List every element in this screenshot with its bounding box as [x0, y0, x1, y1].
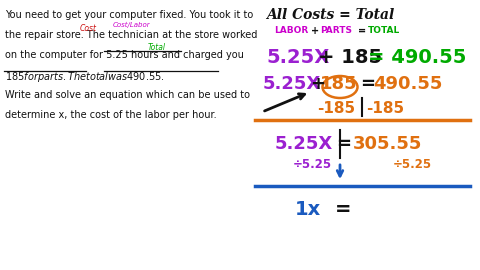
Text: 5.25X: 5.25X	[263, 75, 321, 93]
Text: on the computer for 5.25 hours and charged you: on the computer for 5.25 hours and charg…	[5, 50, 244, 60]
Text: Cost: Cost	[80, 24, 97, 33]
Text: Cost/Labor: Cost/Labor	[113, 22, 151, 28]
Text: ÷5.25: ÷5.25	[393, 158, 432, 171]
Text: =: =	[360, 75, 375, 93]
Text: the repair store. The technician at the store worked: the repair store. The technician at the …	[5, 30, 257, 40]
Text: 5.25X: 5.25X	[266, 48, 329, 67]
Text: 1x: 1x	[295, 200, 321, 219]
Text: 305.55: 305.55	[353, 135, 422, 153]
Text: LABOR: LABOR	[274, 26, 308, 35]
Text: Total: Total	[148, 43, 166, 52]
Text: $185 for parts. The total was $490.55.: $185 for parts. The total was $490.55.	[5, 70, 165, 84]
Text: 490.55: 490.55	[373, 75, 443, 93]
Text: ÷5.25: ÷5.25	[293, 158, 332, 171]
Text: -185: -185	[366, 101, 404, 116]
Text: TOTAL: TOTAL	[368, 26, 400, 35]
Text: =: =	[335, 200, 351, 219]
Text: =: =	[336, 135, 351, 153]
Text: =: =	[358, 26, 366, 36]
Text: = 490.55: = 490.55	[368, 48, 467, 67]
Text: 185: 185	[320, 75, 358, 93]
Text: Write and solve an equation which can be used to: Write and solve an equation which can be…	[5, 90, 250, 100]
Text: + 185: + 185	[318, 48, 382, 67]
Text: All Costs = Total: All Costs = Total	[266, 8, 394, 22]
Text: +: +	[311, 26, 319, 36]
Text: PARTS: PARTS	[320, 26, 352, 35]
Text: 5.25X: 5.25X	[275, 135, 333, 153]
Text: -185: -185	[317, 101, 355, 116]
Text: determine x, the cost of the labor per hour.: determine x, the cost of the labor per h…	[5, 110, 216, 120]
Text: +: +	[310, 75, 325, 93]
Text: You need to get your computer fixed. You took it to: You need to get your computer fixed. You…	[5, 10, 253, 20]
